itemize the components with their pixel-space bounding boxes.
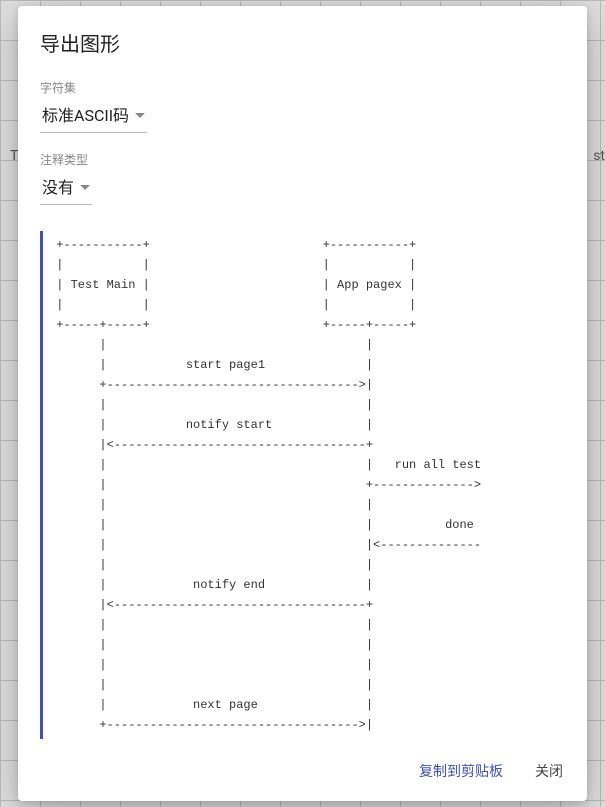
ascii-diagram: +-----------+ +-----------+ | | | | | Te… [43, 231, 565, 739]
comment-field: 注释类型 没有 [40, 151, 565, 205]
charset-value: 标准ASCII码 [42, 102, 129, 126]
close-button[interactable]: 关闭 [533, 757, 565, 785]
charset-label: 字符集 [40, 79, 565, 96]
chevron-down-icon [135, 113, 145, 118]
charset-field: 字符集 标准ASCII码 [40, 79, 565, 133]
comment-select[interactable]: 没有 [40, 172, 92, 205]
export-dialog: 导出图形 字符集 标准ASCII码 注释类型 没有 +-----------+ … [18, 6, 587, 801]
dialog-title: 导出图形 [40, 28, 565, 57]
copy-to-clipboard-button[interactable]: 复制到剪贴板 [417, 757, 505, 785]
ascii-diagram-viewer[interactable]: +-----------+ +-----------+ | | | | | Te… [40, 231, 565, 739]
chevron-down-icon [80, 185, 90, 190]
charset-select[interactable]: 标准ASCII码 [40, 100, 147, 133]
comment-value: 没有 [42, 174, 74, 198]
bg-text-right: st [593, 148, 605, 164]
dialog-actions: 复制到剪贴板 关闭 [40, 739, 565, 785]
comment-label: 注释类型 [40, 151, 565, 168]
